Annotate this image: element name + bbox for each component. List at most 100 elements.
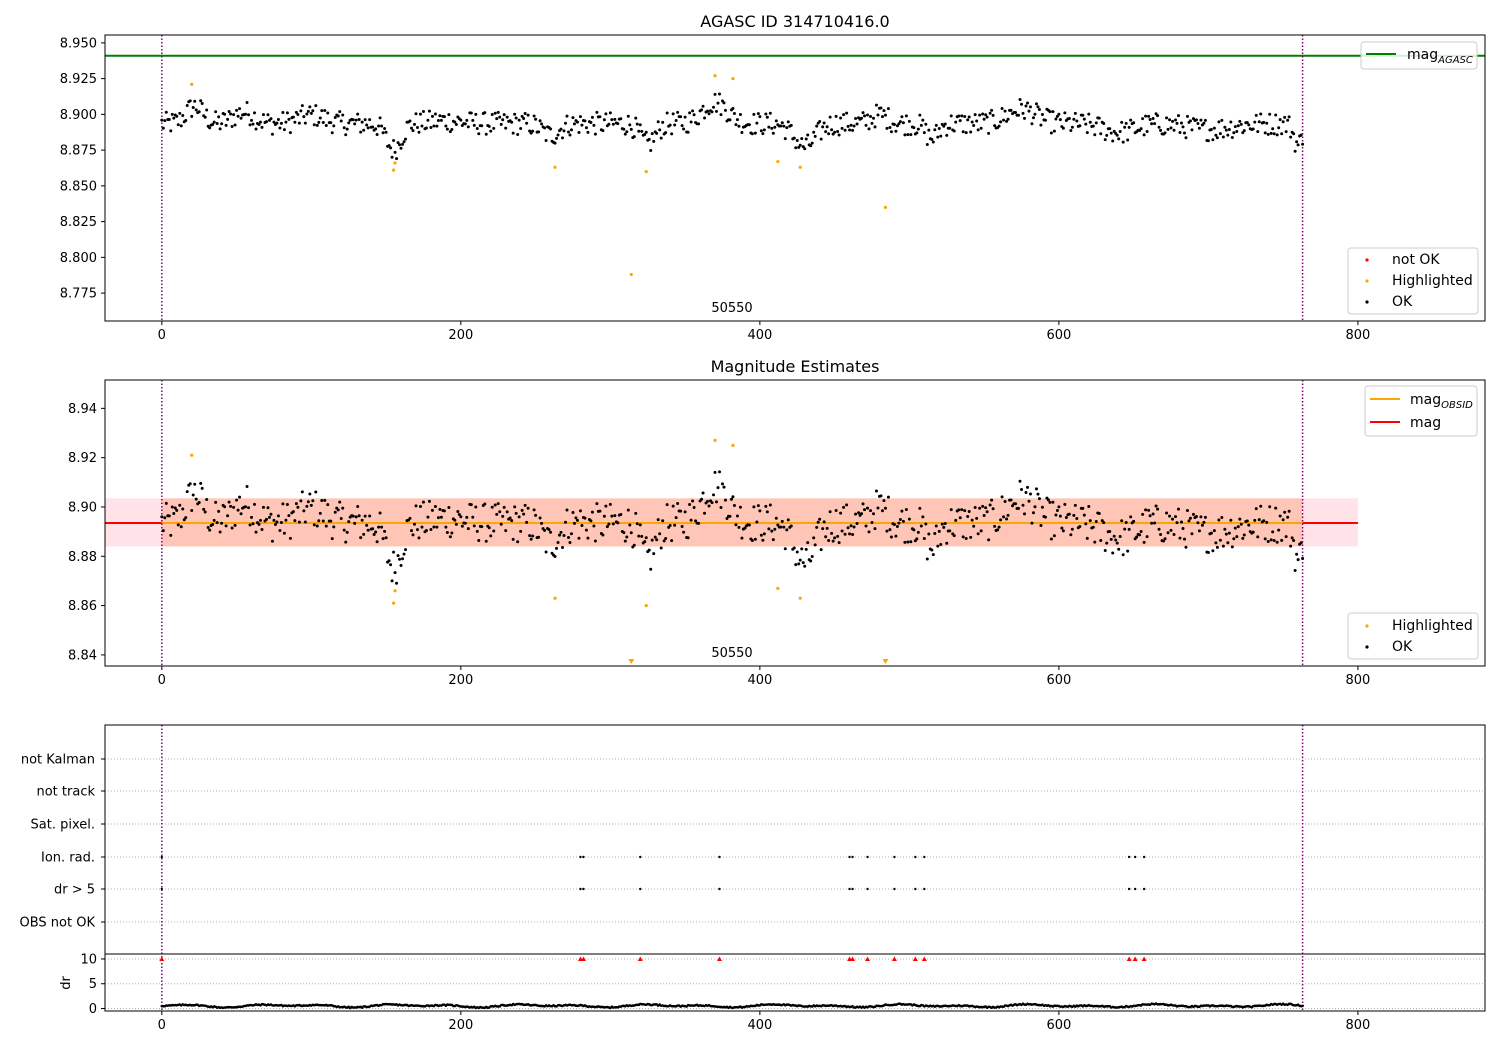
ok-point xyxy=(314,104,318,108)
ok-point xyxy=(1266,132,1270,136)
ok-point xyxy=(296,505,300,509)
ok-point xyxy=(471,118,475,122)
ok-point xyxy=(226,117,230,121)
ok-point xyxy=(1197,529,1201,533)
ok-point xyxy=(566,535,570,539)
ok-point xyxy=(1124,520,1128,524)
ok-point xyxy=(800,547,804,551)
ok-point xyxy=(484,539,488,543)
ok-point xyxy=(626,508,630,512)
ok-point xyxy=(700,108,704,112)
ok-point xyxy=(629,531,633,535)
ok-point xyxy=(871,512,875,516)
ok-point xyxy=(215,521,219,525)
ok-point xyxy=(1259,112,1263,116)
ok-point xyxy=(873,527,877,531)
ok-point xyxy=(1020,488,1024,492)
ok-point xyxy=(193,99,197,103)
ok-point xyxy=(1256,130,1260,134)
ok-point xyxy=(728,118,732,122)
ok-point xyxy=(1221,135,1225,139)
ok-point xyxy=(765,510,769,514)
ok-point xyxy=(619,512,623,516)
dr-offscale-marker xyxy=(891,956,897,961)
ok-point xyxy=(1229,518,1233,522)
ok-point xyxy=(1236,124,1240,128)
ok-point xyxy=(499,522,503,526)
ok-point xyxy=(442,509,446,513)
ok-point xyxy=(574,516,578,520)
ok-point xyxy=(713,92,717,96)
ok-point xyxy=(625,130,629,134)
ok-point xyxy=(427,499,431,503)
ok-point xyxy=(291,115,295,119)
ok-point xyxy=(501,514,505,518)
ok-point xyxy=(602,514,606,518)
ok-point xyxy=(453,518,457,522)
ok-point xyxy=(191,105,195,109)
ok-point xyxy=(205,497,209,501)
magnitude-legend-bottom: Highlighted OK xyxy=(1347,612,1479,660)
y-tick-label: 8.850 xyxy=(60,179,97,194)
ok-point xyxy=(740,130,744,134)
ok-point xyxy=(785,528,789,532)
ok-point xyxy=(647,137,651,141)
ok-point xyxy=(771,538,775,542)
ok-point xyxy=(948,126,952,130)
ok-point xyxy=(465,118,469,122)
ok-point xyxy=(1144,508,1148,512)
ok-point xyxy=(607,122,611,126)
ok-point xyxy=(836,534,840,538)
ok-point xyxy=(1123,527,1127,531)
ok-point xyxy=(762,532,766,536)
ok-point xyxy=(997,525,1001,529)
ok-point xyxy=(659,136,663,140)
dr-offscale-marker xyxy=(921,956,927,961)
ok-point xyxy=(384,130,388,134)
ok-point xyxy=(381,537,385,541)
ok-point xyxy=(257,522,261,526)
ok-point xyxy=(1214,541,1218,545)
ok-point xyxy=(258,518,262,522)
ok-point xyxy=(499,122,503,126)
legend2-highlighted-marker xyxy=(1365,624,1369,628)
ok-point xyxy=(1024,104,1028,108)
legend-mag-obsid-label: magOBSID xyxy=(1410,392,1473,411)
ok-point xyxy=(906,133,910,137)
ok-point xyxy=(528,129,532,133)
ok-point xyxy=(472,524,476,528)
ok-point xyxy=(894,129,898,133)
ok-point xyxy=(976,128,980,132)
ok-point xyxy=(251,522,255,526)
ok-point xyxy=(1215,545,1219,549)
ok-point xyxy=(1172,532,1176,536)
ok-point xyxy=(378,511,382,515)
ok-point xyxy=(220,521,224,525)
ok-point xyxy=(622,531,626,535)
ok-point xyxy=(510,519,514,523)
ok-point xyxy=(990,108,994,112)
ok-point xyxy=(1057,505,1061,509)
ok-point xyxy=(1020,102,1024,106)
ok-point xyxy=(354,515,358,519)
ok-point xyxy=(1073,503,1077,507)
ok-point xyxy=(1238,119,1242,123)
ok-point xyxy=(882,109,886,113)
ok-point xyxy=(924,522,928,526)
ok-point xyxy=(964,537,968,541)
ok-point xyxy=(1039,523,1043,527)
ok-point xyxy=(571,510,575,514)
ok-point xyxy=(232,505,236,509)
ok-point xyxy=(885,529,889,533)
ok-point xyxy=(562,533,566,537)
ok-point xyxy=(1072,117,1076,121)
ok-point xyxy=(1271,127,1275,131)
ok-point xyxy=(906,540,910,544)
ok-point xyxy=(982,513,986,517)
ok-point xyxy=(320,498,324,502)
ok-point xyxy=(1085,131,1089,135)
ok-point xyxy=(1023,512,1027,516)
ok-point xyxy=(229,112,233,116)
ok-point xyxy=(1051,500,1055,504)
ok-point xyxy=(1179,520,1183,524)
